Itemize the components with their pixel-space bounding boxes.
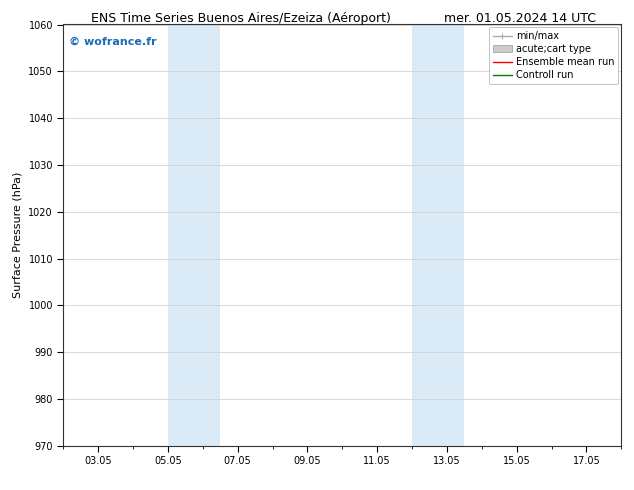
Bar xyxy=(412,24,464,446)
Y-axis label: Surface Pressure (hPa): Surface Pressure (hPa) xyxy=(13,172,23,298)
Bar xyxy=(168,24,221,446)
Text: mer. 01.05.2024 14 UTC: mer. 01.05.2024 14 UTC xyxy=(444,12,596,25)
Text: © wofrance.fr: © wofrance.fr xyxy=(69,37,157,47)
Legend: min/max, acute;cart type, Ensemble mean run, Controll run: min/max, acute;cart type, Ensemble mean … xyxy=(489,27,618,84)
Text: ENS Time Series Buenos Aires/Ezeiza (Aéroport): ENS Time Series Buenos Aires/Ezeiza (Aér… xyxy=(91,12,391,25)
